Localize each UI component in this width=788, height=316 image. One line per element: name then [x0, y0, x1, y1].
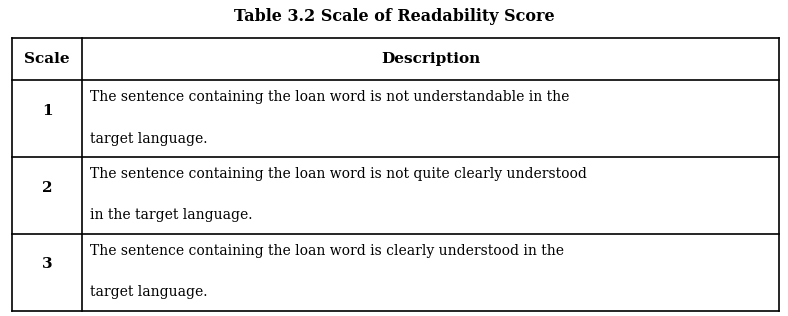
Text: target language.: target language.: [91, 285, 208, 299]
Text: target language.: target language.: [91, 132, 208, 146]
Text: 3: 3: [42, 258, 52, 271]
Text: The sentence containing the loan word is clearly understood in the: The sentence containing the loan word is…: [91, 244, 564, 258]
Text: Table 3.2 Scale of Readability Score: Table 3.2 Scale of Readability Score: [234, 8, 554, 25]
Text: 2: 2: [42, 181, 52, 195]
Text: in the target language.: in the target language.: [91, 209, 253, 222]
Text: Description: Description: [381, 52, 480, 66]
Text: Scale: Scale: [24, 52, 70, 66]
Text: The sentence containing the loan word is not quite clearly understood: The sentence containing the loan word is…: [91, 167, 587, 181]
Text: 1: 1: [42, 104, 52, 118]
Text: The sentence containing the loan word is not understandable in the: The sentence containing the loan word is…: [91, 90, 570, 104]
